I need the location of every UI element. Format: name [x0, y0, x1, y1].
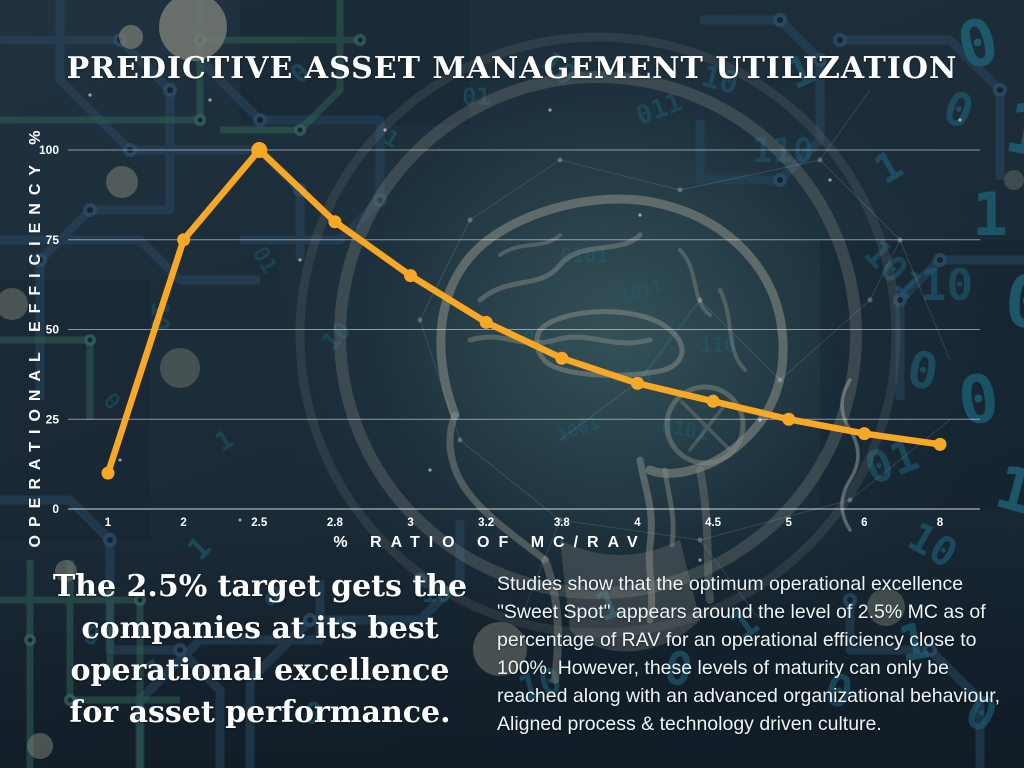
data-point [177, 233, 191, 247]
svg-text:110: 110 [752, 131, 813, 171]
callout-heading: The 2.5% target gets the companies at it… [38, 566, 482, 734]
y-tick-label: 25 [46, 412, 60, 426]
brain-illustration [295, 32, 901, 684]
page-title: PREDICTIVE ASSET MANAGEMENT UTILIZATION [66, 51, 958, 86]
efficiency-line-series [104, 146, 944, 477]
data-point [404, 269, 418, 283]
data-point [101, 466, 115, 480]
svg-text:01: 01 [462, 83, 491, 111]
y-tick-label: 50 [46, 323, 60, 337]
x-tick-label: 2.5 [251, 517, 268, 529]
data-point [555, 351, 569, 365]
svg-text:0: 0 [301, 695, 325, 733]
svg-text:0: 0 [80, 620, 103, 653]
x-tick-label: 3.2 [478, 517, 494, 529]
y-tick-label: 0 [52, 502, 59, 516]
y-tick-label: 100 [39, 143, 59, 157]
callout-line: The 2.5% target gets the [52, 569, 468, 604]
x-tick-label: 3.8 [554, 517, 571, 529]
y-tick-label: 75 [46, 233, 60, 247]
data-point [782, 412, 796, 426]
x-tick-label: 4.5 [705, 517, 722, 529]
data-point [630, 376, 644, 390]
x-tick-label: 1 [105, 517, 112, 529]
data-point [706, 394, 720, 408]
callout-line: for asset performance. [69, 695, 451, 730]
data-point [479, 315, 493, 329]
x-tick-label: 2.8 [327, 517, 344, 529]
y-axis-title: OPERATIONAL EFFICIENCY % [27, 122, 44, 548]
x-tick-label: 5 [786, 517, 793, 529]
svg-text:0: 0 [1002, 258, 1024, 345]
data-point [328, 215, 342, 229]
network-mesh [419, 89, 951, 621]
x-tick-label: 6 [861, 517, 867, 529]
svg-text:1: 1 [972, 180, 1008, 250]
x-tick-label: 8 [937, 517, 944, 529]
svg-text:0101: 0101 [560, 243, 608, 267]
description-paragraph: Studies show that the optimum operationa… [497, 573, 1001, 735]
callout-line: operational excellence [70, 653, 450, 688]
svg-text:10: 10 [920, 260, 973, 311]
svg-text:10: 10 [422, 580, 451, 608]
x-tick-label: 4 [634, 517, 641, 529]
data-point [857, 427, 871, 441]
data-point [933, 437, 947, 451]
data-point [251, 142, 268, 158]
callout-line: companies at its best [81, 611, 439, 646]
x-tick-label: 3 [407, 517, 413, 529]
x-tick-label: 2 [180, 517, 186, 529]
svg-text:110: 110 [700, 333, 736, 357]
sparkle-dots [88, 58, 962, 562]
x-axis-title: % RATIO OF MC/RAV [333, 534, 647, 551]
network-mesh-nodes [417, 157, 903, 543]
